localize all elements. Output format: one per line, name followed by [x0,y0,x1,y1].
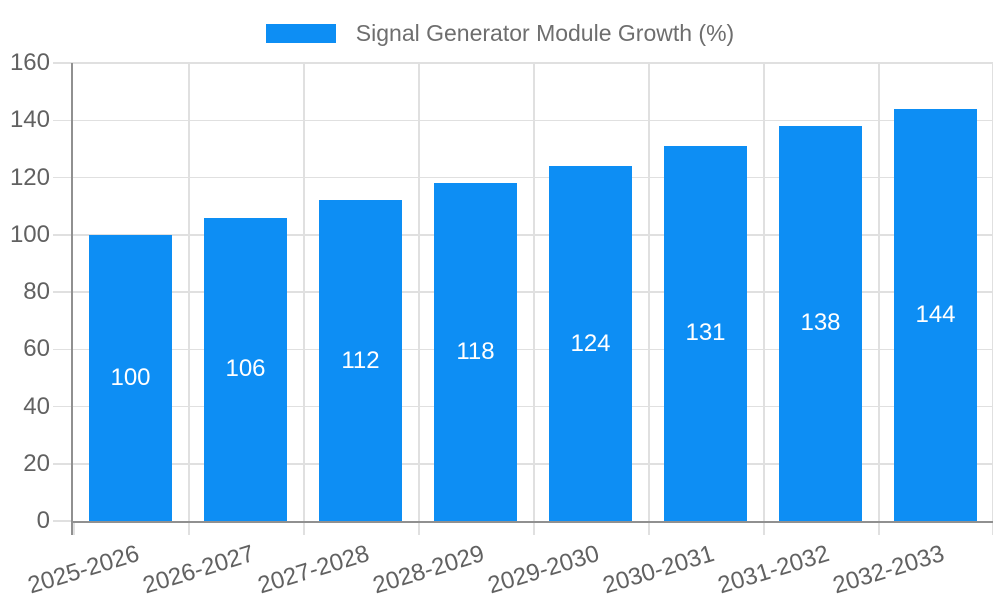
x-axis-tick [991,521,993,535]
y-axis-tick [53,520,73,522]
y-axis-tick [53,291,73,293]
legend-swatch [265,24,336,43]
x-tick-label: 2026-2027 [139,540,258,600]
bar-value-label: 144 [915,300,956,328]
y-tick-label: 120 [9,163,50,191]
y-tick-label: 100 [9,220,50,248]
bar: 124 [549,166,632,521]
bar-value-label: 131 [685,319,726,347]
bar: 112 [319,200,402,521]
x-axis-tick [533,521,535,535]
y-axis-tick [53,405,73,408]
bar-value-label: 138 [800,309,841,337]
y-tick-label: 0 [36,507,50,534]
bar-value-label: 124 [570,329,611,357]
legend: Signal Generator Module Growth (%) [0,20,1000,47]
x-axis-line [71,521,993,523]
x-tick-label: 2025-2026 [24,540,143,600]
x-tick-label: 2027-2028 [254,540,373,600]
y-tick-label: 160 [9,49,50,76]
legend-label: Signal Generator Module Growth (%) [355,20,735,46]
gridline-vertical [763,63,765,521]
y-tick-label: 40 [23,392,50,420]
y-tick-label: 80 [23,278,50,305]
bar: 100 [89,234,172,521]
bar: 106 [204,217,287,521]
bar-value-label: 100 [110,363,151,391]
bar-value-label: 112 [341,346,380,374]
x-axis-tick [418,521,420,535]
gridline-vertical [303,63,305,521]
y-axis-tick [53,463,73,465]
y-tick-label: 60 [23,335,50,363]
gridline-vertical [533,63,535,521]
y-tick-label: 20 [23,449,50,477]
y-axis-tick [53,348,73,350]
bar-value-label: 106 [225,355,266,383]
x-tick-label: 2030-2031 [599,540,718,600]
gridline-vertical [878,63,880,521]
y-axis-tick [53,176,73,179]
y-axis-line [71,63,73,535]
x-axis-tick [73,521,75,535]
x-axis-tick [648,521,650,535]
x-tick-label: 2031-2032 [714,540,833,600]
gridline-vertical [188,63,190,521]
x-tick-label: 2029-2030 [484,540,603,600]
x-axis-tick [763,521,765,535]
y-axis-tick [53,119,73,121]
x-tick-label: 2032-2033 [829,540,948,600]
y-tick-label: 140 [9,106,50,134]
y-axis-tick [53,62,73,64]
gridline-vertical [648,63,650,521]
bar: 118 [434,183,517,521]
bar-value-label: 118 [456,338,495,366]
bar: 144 [894,108,977,521]
x-tick-label: 2028-2029 [369,540,488,600]
bar: 138 [779,125,862,521]
gridline-vertical [418,63,420,521]
bar: 131 [664,146,747,521]
x-axis-tick [303,521,305,535]
x-axis-tick [188,521,190,535]
gridline-vertical [991,63,993,521]
x-axis-tick [878,521,880,535]
y-axis-tick [53,234,73,236]
